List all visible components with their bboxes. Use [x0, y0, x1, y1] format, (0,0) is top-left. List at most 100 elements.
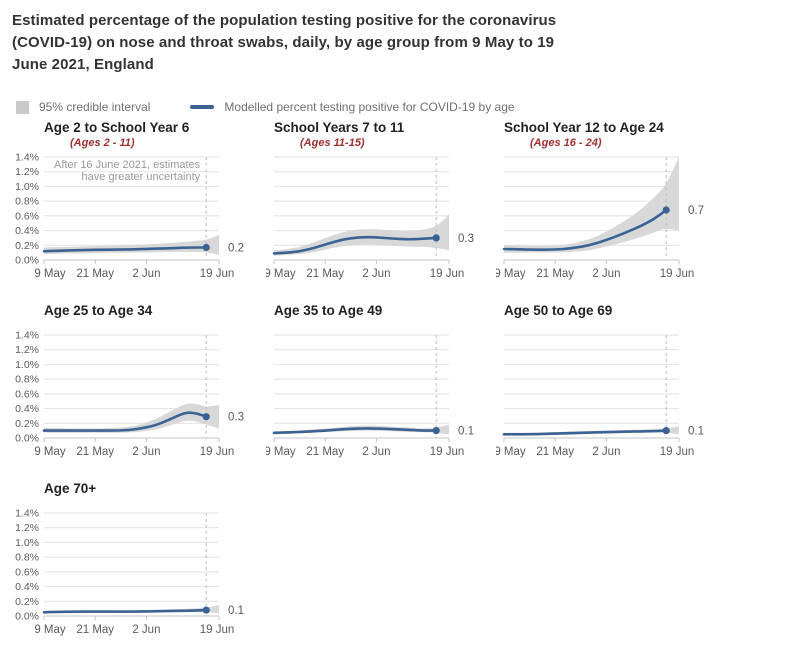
- chart-plot: 0.0% 0.2% 0.4% 0.6% 0.8% 1.0% 1.2% 1.4% 9 May 21 …: [15, 152, 244, 281]
- x-axis-label: 9 May: [266, 268, 296, 280]
- chart-panel: Age 50 to Age 69 9 May 21 May 2 Jun 19 Jun 0.…: [494, 303, 736, 467]
- credible-interval-swatch-icon: [16, 100, 29, 114]
- chart-panel: School Year 12 to Age 24 (Ages 16 - 24) 9 …: [494, 120, 736, 289]
- y-axis-label: 0.4%: [15, 225, 39, 237]
- y-axis-label: 0.0%: [15, 255, 39, 267]
- chart-plot: 9 May 21 May 2 Jun 19 Jun 0.7: [494, 156, 704, 280]
- line-end-dot: [662, 206, 670, 214]
- x-axis-label: 9 May: [34, 446, 66, 458]
- x-axis-label: 9 May: [266, 446, 296, 458]
- x-axis-label: 2 Jun: [592, 446, 620, 458]
- uncertainty-annotation: have greater uncertainty: [82, 171, 201, 183]
- line-end-dot: [432, 427, 440, 435]
- chart-title: Age 25 to Age 34: [44, 303, 153, 318]
- x-axis-label: 21 May: [536, 446, 574, 458]
- end-value-label: 0.7: [688, 205, 704, 217]
- chart-panel: Age 70+ 0.0% 0.2% 0.4% 0.6% 0.8% 1.0% 1.2% 1.4% 9…: [10, 481, 266, 645]
- modelled-line: [42, 246, 208, 253]
- line-end-dot: [662, 427, 670, 435]
- y-axis-label: 1.4%: [15, 152, 39, 164]
- end-value-label: 0.2: [228, 243, 244, 255]
- y-axis-label: 1.2%: [15, 344, 39, 356]
- chart-panel: Age 2 to School Year 6 (Ages 2 - 11) 0.0% 0…: [10, 120, 266, 289]
- y-axis-label: 0.6%: [15, 210, 39, 222]
- end-value-label: 0.1: [228, 605, 244, 617]
- x-axis-label: 21 May: [76, 624, 114, 636]
- y-axis-label: 1.0%: [15, 537, 39, 549]
- chart-plot: 9 May 21 May 2 Jun 19 Jun 0.1: [494, 334, 704, 458]
- chart-title: School Years 7 to 11: [274, 120, 405, 135]
- legend-line-label: Modelled percent testing positive for CO…: [224, 100, 515, 114]
- chart-subtitle: (Ages 11-15): [300, 137, 365, 149]
- modelled-line: [272, 235, 438, 255]
- chart-panel: School Years 7 to 11 (Ages 11-15) 9 May 21 …: [264, 120, 496, 289]
- modelled-line: [502, 429, 668, 436]
- y-axis-label: 0.6%: [15, 388, 39, 400]
- legend-ci-label: 95% credible interval: [39, 100, 151, 114]
- x-axis-label: 19 Jun: [660, 446, 695, 458]
- y-axis-label: 0.2%: [15, 596, 39, 608]
- x-axis-label: 2 Jun: [362, 446, 390, 458]
- y-axis-label: 1.2%: [15, 522, 39, 534]
- chart-plot: 0.0% 0.2% 0.4% 0.6% 0.8% 1.0% 1.2% 1.4% 9 May 21 …: [15, 330, 244, 459]
- chart-panel: Age 25 to Age 34 0.0% 0.2% 0.4% 0.6% 0.8% 1.0%…: [10, 303, 266, 467]
- x-axis-label: 21 May: [76, 446, 114, 458]
- y-axis-label: 0.8%: [15, 374, 39, 386]
- x-axis-label: 9 May: [496, 268, 526, 280]
- x-axis-label: 19 Jun: [430, 268, 465, 280]
- x-axis-label: 21 May: [306, 268, 344, 280]
- x-axis-label: 9 May: [34, 268, 66, 280]
- modelled-line: [42, 608, 208, 614]
- chart-title: School Year 12 to Age 24: [504, 120, 664, 135]
- x-axis-label: 19 Jun: [200, 624, 235, 636]
- y-axis-label: 0.4%: [15, 403, 39, 415]
- y-axis-label: 0.4%: [15, 581, 39, 593]
- y-axis-label: 0.8%: [15, 196, 39, 208]
- chart-subtitle: (Ages 16 - 24): [530, 137, 602, 149]
- uncertainty-annotation: After 16 June 2021, estimates: [54, 159, 201, 171]
- modelled-line-swatch-icon: [190, 105, 215, 109]
- line-end-dot: [202, 413, 210, 421]
- chart-title: Age 35 to Age 49: [274, 303, 383, 318]
- chart-title: Age 2 to School Year 6: [44, 120, 190, 135]
- y-axis-label: 1.0%: [15, 359, 39, 371]
- chart-title: Age 70+: [44, 481, 97, 496]
- chart-plot: 9 May 21 May 2 Jun 19 Jun 0.3: [264, 156, 474, 280]
- y-axis-label: 0.8%: [15, 552, 39, 564]
- credible-interval-band: [274, 214, 449, 256]
- chart-plot: 0.0% 0.2% 0.4% 0.6% 0.8% 1.0% 1.2% 1.4% 9 May 21 …: [15, 508, 244, 637]
- modelled-line: [42, 411, 208, 432]
- legend: 95% credible interval Modelled percent t…: [16, 100, 795, 114]
- y-axis-label: 1.0%: [15, 181, 39, 193]
- line-end-dot: [432, 234, 440, 242]
- chart-plot: 9 May 21 May 2 Jun 19 Jun 0.1: [264, 334, 474, 458]
- x-axis-label: 9 May: [496, 446, 526, 458]
- x-axis-label: 2 Jun: [132, 268, 160, 280]
- modelled-line: [502, 208, 668, 251]
- chart-title: Age 50 to Age 69: [504, 303, 613, 318]
- y-axis-label: 1.4%: [15, 330, 39, 342]
- x-axis-label: 2 Jun: [362, 268, 390, 280]
- y-axis-label: 0.2%: [15, 418, 39, 430]
- y-axis-label: 0.0%: [15, 611, 39, 623]
- x-axis-label: 19 Jun: [430, 446, 465, 458]
- end-value-label: 0.3: [458, 233, 474, 245]
- y-axis-label: 1.2%: [15, 166, 39, 178]
- x-axis-label: 21 May: [536, 268, 574, 280]
- end-value-label: 0.1: [688, 426, 704, 438]
- modelled-line: [272, 427, 438, 435]
- x-axis-label: 19 Jun: [660, 268, 695, 280]
- line-end-dot: [202, 606, 210, 614]
- y-axis-label: 1.4%: [15, 508, 39, 520]
- x-axis-label: 9 May: [34, 624, 66, 636]
- x-axis-label: 19 Jun: [200, 268, 235, 280]
- x-axis-label: 2 Jun: [132, 446, 160, 458]
- x-axis-label: 19 Jun: [200, 446, 235, 458]
- charts-grid: Age 2 to School Year 6 (Ages 2 - 11) 0.0% 0…: [10, 120, 795, 645]
- y-axis-label: 0.0%: [15, 433, 39, 445]
- chart-panel: Age 35 to Age 49 9 May 21 May 2 Jun 19 Jun 0.…: [264, 303, 496, 467]
- x-axis-label: 2 Jun: [592, 268, 620, 280]
- y-axis-label: 0.6%: [15, 566, 39, 578]
- credible-interval-band: [44, 403, 219, 433]
